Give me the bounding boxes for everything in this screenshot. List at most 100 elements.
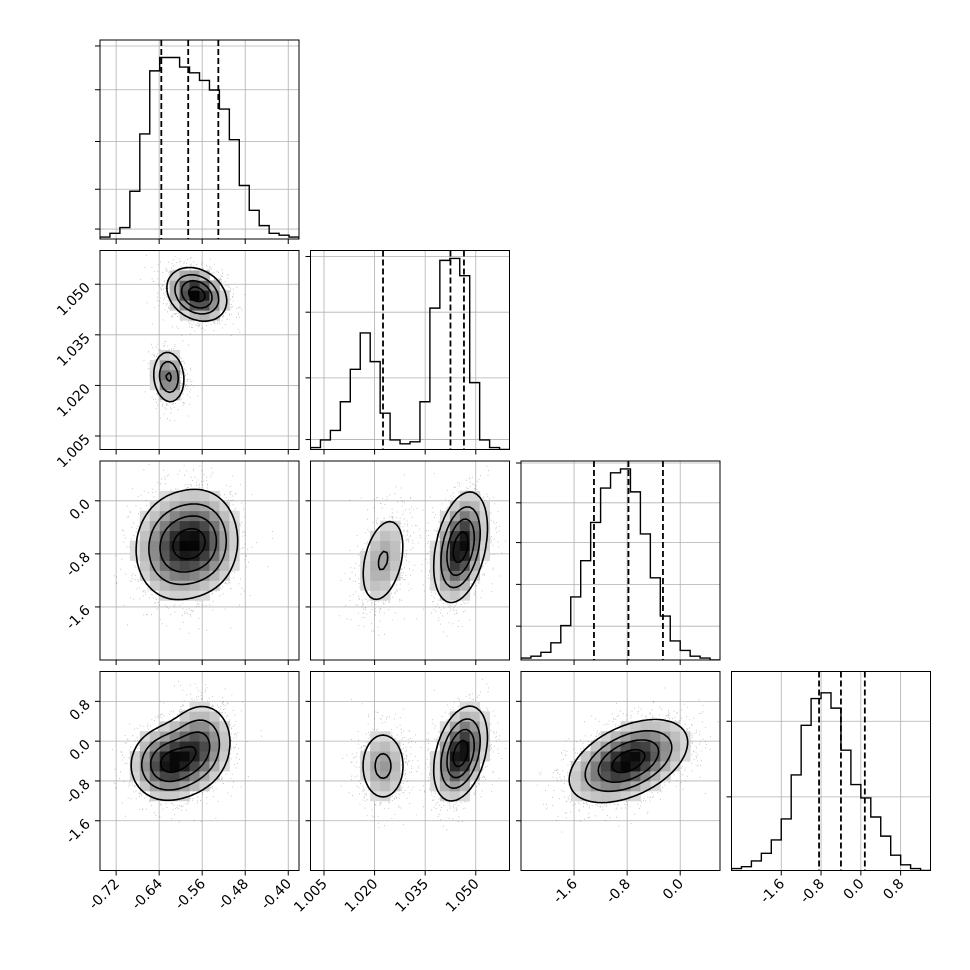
density-bin-1: [149, 550, 161, 561]
density-bin-1: [179, 510, 190, 522]
density-bin-5: [600, 731, 611, 742]
density-bin-2: [439, 580, 451, 591]
contour-5-1: [584, 729, 673, 793]
x-tick-label: -0.8: [797, 876, 828, 907]
density-bin-5: [660, 751, 671, 762]
density-bin-5: [630, 741, 641, 752]
density-bin-2: [439, 520, 451, 532]
density-bin-5: [680, 751, 691, 762]
density-bin-1: [229, 560, 240, 571]
scatter-panel-2-0: [99, 460, 300, 661]
density-bin-2: [479, 520, 490, 532]
density-bin-3: [149, 751, 161, 762]
density-bin-2: [370, 550, 381, 561]
density-bin-0: [159, 379, 171, 391]
density-bin-5: [570, 790, 582, 802]
density-bin-2: [459, 540, 471, 551]
density-bin-2: [390, 570, 401, 581]
density-bin-1: [209, 550, 220, 561]
density-bin-5: [590, 751, 601, 762]
density-bin-1: [189, 570, 200, 581]
density-bin-2: [429, 570, 441, 581]
density-bin-0: [209, 280, 220, 291]
scatter-inner-2: [310, 461, 510, 660]
density-bin-2: [429, 580, 441, 591]
scatter-inner-4: [310, 671, 510, 871]
x-tick-label: 1.020: [342, 876, 382, 916]
density-bin-0: [169, 300, 180, 311]
density-bin-5: [620, 761, 631, 772]
density-bin-5: [650, 771, 661, 782]
density-bin-5: [630, 731, 641, 742]
density-bin-5: [570, 780, 582, 792]
density-bin-3: [169, 721, 180, 732]
density-bin-5: [600, 741, 611, 752]
density-bin-1: [159, 500, 171, 512]
density-bin-2: [449, 530, 461, 541]
hist-panel-1: [305, 250, 510, 450]
density-bin-3: [159, 751, 171, 762]
density-bin-1: [179, 500, 190, 512]
hist-step-1: [310, 257, 510, 450]
x-tick-label: 1.005: [291, 876, 331, 916]
density-bin-1: [199, 580, 210, 591]
y-tick-label: 1.020: [54, 381, 94, 421]
density-bin-1: [209, 490, 220, 502]
hist-panel-0: [95, 39, 300, 240]
density-bin-1: [169, 520, 180, 532]
density-bin-4: [390, 780, 401, 792]
hist-step-3: [731, 692, 931, 871]
density-bin-1: [159, 550, 171, 561]
hist-frame-2: [520, 460, 721, 661]
density-bin-2: [469, 570, 481, 581]
contour-3-2: [149, 731, 211, 783]
density-bin-5: [610, 771, 621, 782]
density-bin-4: [380, 771, 391, 782]
density-bin-2: [439, 560, 451, 571]
density-bin-5: [650, 761, 661, 772]
density-bin-1: [229, 510, 240, 522]
density-bin-2: [469, 540, 481, 551]
density-bin-4: [459, 790, 471, 802]
density-bin-2: [459, 570, 471, 581]
density-bin-1: [209, 520, 220, 532]
density-bin-5: [620, 771, 631, 782]
hist-panel-3: [726, 671, 931, 871]
density-bin-4: [370, 790, 381, 802]
density-bin-1: [139, 520, 151, 532]
density-bin-0: [179, 290, 190, 301]
density-bin-5: [650, 731, 661, 742]
density-bin-1: [149, 500, 161, 512]
density-bin-0: [189, 290, 200, 301]
density-bin-1: [209, 570, 220, 581]
density-bin-1: [219, 530, 230, 541]
x-tick-label: 0.0: [841, 876, 868, 903]
density-bin-4: [429, 761, 441, 772]
density-bin-4: [370, 751, 381, 762]
density-bin-3: [179, 771, 190, 782]
density-bin-4: [439, 751, 451, 762]
density-bin-1: [209, 580, 220, 591]
density-bin-1: [189, 560, 200, 571]
density-bin-1: [159, 570, 171, 581]
density-bin-3: [189, 731, 200, 742]
hist-frame-1: [310, 250, 510, 450]
scatter-panel-1-0: [99, 250, 300, 450]
density-bin-2: [429, 550, 441, 561]
contour-3-1: [140, 719, 221, 791]
contour-4-1: [374, 718, 481, 789]
contour-4-0: [362, 705, 489, 802]
density-bin-1: [169, 580, 180, 591]
density-bin-5: [600, 790, 611, 802]
density-bin-1: [179, 540, 190, 551]
density-bin-0: [209, 290, 220, 301]
density-bin-4: [370, 780, 381, 792]
x-tick-label: -1.6: [550, 876, 581, 907]
density-bin-0: [169, 389, 180, 401]
contour-5-2: [597, 739, 660, 783]
density-bin-1: [169, 500, 180, 512]
x-tick-label: -0.72: [86, 876, 123, 913]
density-bin-2: [469, 520, 481, 532]
density-bin-5: [650, 751, 661, 762]
